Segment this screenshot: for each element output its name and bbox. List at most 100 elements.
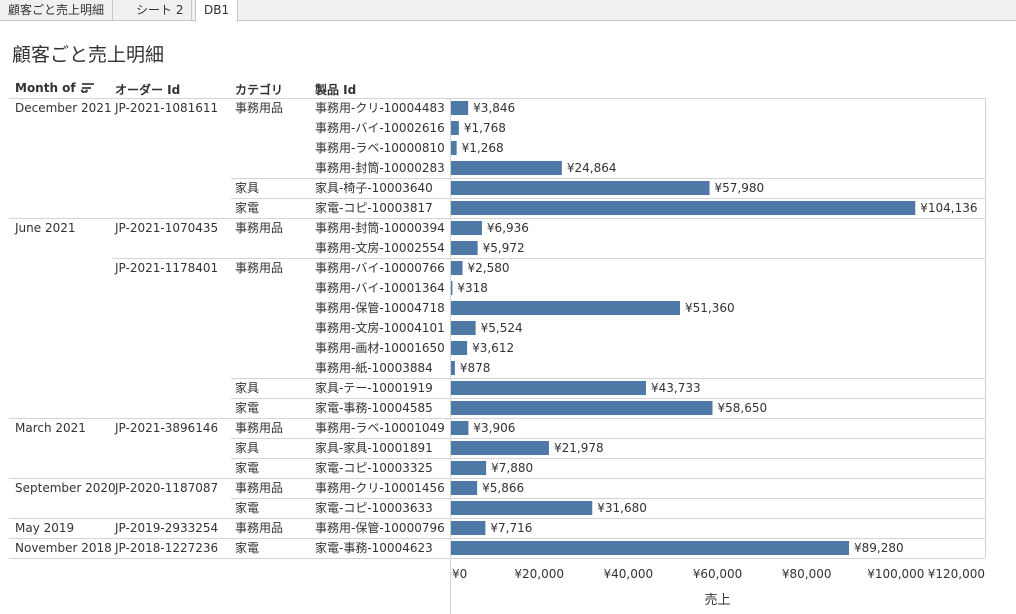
row-month-label: March 2021	[15, 421, 86, 435]
bar-value-label: ¥24,864	[567, 161, 617, 175]
bar-value-label: ¥3,846	[473, 101, 515, 115]
x-axis-tick-label: ¥120,000	[928, 567, 985, 581]
row-order-id: JP-2019-2933254	[114, 521, 218, 535]
row-product-id: 家電-コピ-10003817	[315, 200, 433, 215]
header-month[interactable]: Month of ..	[15, 81, 89, 95]
sales-bar	[451, 461, 487, 475]
x-axis-tick-label: ¥60,000	[693, 567, 743, 581]
tab-customer-sales-detail[interactable]: 顧客ごと売上明細	[0, 0, 114, 21]
bar-value-label: ¥878	[460, 361, 491, 375]
row-order-id: JP-2021-1070435	[114, 221, 218, 235]
row-category: 事務用品	[235, 221, 283, 235]
row-category: 家具	[235, 180, 259, 195]
row-product-id: 事務用-文房-10002554	[315, 240, 445, 255]
row-product-id: 事務用-画材-10001650	[315, 341, 445, 355]
bar-value-label: ¥7,880	[491, 461, 533, 475]
bar-value-label: ¥21,978	[554, 441, 604, 455]
row-product-id: 事務用-バイ-10001364	[315, 281, 445, 295]
x-axis-tick-label: ¥100,000	[867, 567, 924, 581]
x-axis-tick-label: ¥80,000	[782, 567, 832, 581]
row-product-id: 事務用-保管-10000796	[315, 520, 445, 535]
bar-value-label: ¥1,768	[464, 121, 506, 135]
row-month-label: June 2021	[14, 221, 76, 235]
bar-value-label: ¥318	[457, 281, 488, 295]
bar-value-label: ¥5,524	[481, 321, 523, 335]
tab-db1[interactable]: DB1	[195, 0, 239, 22]
sales-bar	[451, 121, 459, 135]
row-category: 家電	[235, 200, 259, 215]
sort-icon[interactable]	[82, 82, 94, 94]
row-category: 事務用品	[235, 101, 283, 115]
row-category: 家電	[235, 460, 259, 475]
row-month-label: December 2021	[15, 101, 112, 115]
sales-bar	[451, 201, 916, 215]
row-month-label: May 2019	[15, 521, 74, 535]
sales-bar	[451, 261, 463, 275]
row-product-id: 事務用-バイ-10002616	[315, 121, 445, 135]
page-title: 顧客ごと売上明細	[12, 44, 165, 66]
row-product-id: 事務用-封筒-10000394	[315, 220, 445, 235]
row-category: 家具	[235, 440, 259, 455]
bar-value-label: ¥1,268	[462, 141, 504, 155]
bar-value-label: ¥43,733	[651, 381, 701, 395]
row-product-id: 家具-テー-10001919	[315, 380, 433, 395]
row-month-label: September 2020	[15, 481, 116, 495]
bar-value-label: ¥58,650	[717, 401, 767, 415]
x-axis-tick-label: ¥40,000	[604, 567, 654, 581]
row-order-id: JP-2020-1187087	[114, 481, 218, 495]
tab-sheet-2[interactable]: シート 2	[128, 0, 193, 21]
sales-bar	[451, 301, 680, 315]
row-product-id: 事務用-保管-10004718	[315, 300, 445, 315]
sales-bar	[451, 481, 478, 495]
row-product-id: 家電-コピ-10003325	[315, 460, 433, 475]
sales-bar	[451, 501, 593, 515]
row-product-id: 家電-事務-10004585	[315, 400, 433, 415]
sales-bar	[451, 161, 562, 175]
row-category: 家具	[235, 380, 259, 395]
sales-bar	[451, 241, 478, 255]
row-category: 事務用品	[235, 521, 283, 535]
x-axis-tick-label: ¥0	[452, 567, 467, 581]
sales-bar	[451, 541, 850, 555]
bar-value-label: ¥51,360	[685, 301, 735, 315]
bar-value-label: ¥6,936	[487, 221, 529, 235]
header-order-id[interactable]: オーダー Id	[115, 83, 181, 97]
sales-bar	[451, 141, 457, 155]
bar-value-label: ¥5,866	[482, 481, 524, 495]
sales-bar	[451, 421, 469, 435]
sales-bar	[451, 381, 646, 395]
bar-value-label: ¥7,716	[490, 521, 532, 535]
sales-bar	[451, 101, 469, 115]
sales-bar	[451, 361, 455, 375]
row-product-id: 家電-事務-10004623	[315, 540, 433, 555]
header-category[interactable]: カテゴリ	[235, 83, 284, 97]
row-category: 事務用品	[235, 261, 283, 275]
bar-value-label: ¥89,280	[854, 541, 904, 555]
bar-value-label: ¥2,580	[468, 261, 510, 275]
row-product-id: 事務用-紙-10003884	[315, 360, 433, 375]
bar-value-label: ¥3,906	[473, 421, 515, 435]
row-order-id: JP-2021-3896146	[114, 421, 218, 435]
bar-value-label: ¥104,136	[920, 201, 977, 215]
sales-bar	[451, 281, 453, 295]
row-category: 家電	[235, 400, 259, 415]
bar-value-label: ¥3,612	[472, 341, 514, 355]
bar-value-label: ¥5,972	[483, 241, 525, 255]
row-category: 家電	[235, 540, 259, 555]
row-product-id: 事務用-ラベ-10001049	[315, 421, 445, 435]
row-category: 家電	[235, 500, 259, 515]
row-product-id: 事務用-封筒-10000283	[315, 160, 445, 175]
row-product-id: 家電-コピ-10003633	[315, 500, 433, 515]
sales-bar	[451, 341, 468, 355]
bar-value-label: ¥57,980	[714, 181, 764, 195]
x-axis-tick-label: ¥20,000	[514, 567, 564, 581]
row-order-id: JP-2021-1178401	[114, 261, 218, 275]
header-product-id[interactable]: 製品 Id	[315, 83, 357, 97]
bar-value-label: ¥31,680	[597, 501, 647, 515]
sales-bar	[451, 401, 713, 415]
row-order-id: JP-2021-1081611	[114, 101, 218, 115]
row-order-id: JP-2018-1227236	[114, 541, 218, 555]
row-product-id: 家具-家具-10001891	[315, 440, 433, 455]
row-product-id: 事務用-ラベ-10000810	[315, 141, 445, 155]
